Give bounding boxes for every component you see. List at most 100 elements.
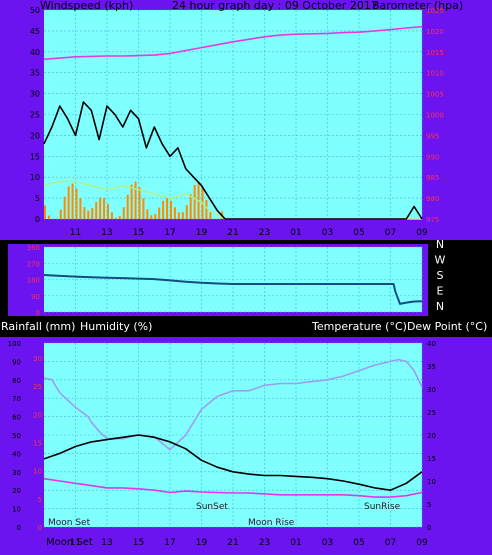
rainfall-bar <box>59 209 62 219</box>
annotation-sunrise: SunRise <box>364 502 401 512</box>
wind-direction-line <box>43 274 423 305</box>
temperature-x-tick-label: 01 <box>290 538 301 548</box>
rainfall-bar <box>114 217 117 219</box>
rainfall-bar <box>99 197 102 219</box>
temperature-tick-label: 0 <box>427 524 431 532</box>
temperature-tick-label: 30 <box>427 386 436 394</box>
temperature-x-tick-label: 17 <box>164 538 175 548</box>
temperature-line <box>43 434 423 492</box>
barometer-tick-label: 975 <box>426 216 439 224</box>
temperature-x-tick-label: 07 <box>385 538 396 548</box>
rainfall-bar <box>71 183 74 219</box>
direction-tick-label: 180 <box>27 277 40 285</box>
rainfall-bar <box>110 212 113 219</box>
windspeed-tick-label: 10 <box>30 173 40 182</box>
barometer-tick-label: 1015 <box>426 49 444 57</box>
annotation-moon-rise: Moon Rise <box>248 518 295 528</box>
barometer-axis-label: Barometer (hpa) <box>372 0 463 12</box>
temperature-x-tick-label: 13 <box>101 538 112 548</box>
humidity-tick-label: 80 <box>12 377 21 385</box>
rainfall-bar <box>150 215 153 219</box>
compass-label: W <box>435 254 446 267</box>
rainfall-bar <box>166 197 169 219</box>
direction-data-layer <box>43 274 423 305</box>
barometer-tick-label: 995 <box>426 132 439 140</box>
wind-x-tick-label: 19 <box>196 228 208 238</box>
humidity-tick-label: 30 <box>12 469 21 477</box>
rainfall-bar <box>91 208 94 219</box>
barometer-tick-label: 990 <box>426 153 439 161</box>
temperature-x-tick-label: 05 <box>353 538 364 548</box>
humidity-line <box>43 358 423 451</box>
rainfall-bar <box>189 194 192 219</box>
rainfall-tick-label: 10 <box>33 468 42 476</box>
rainfall-bar <box>170 200 172 219</box>
humidity-tick-label: 40 <box>12 450 21 458</box>
rainfall-bar <box>130 184 133 219</box>
barometer-tick-label: 1000 <box>426 112 444 120</box>
barometer-tick-label: 1020 <box>426 28 444 36</box>
wind-x-tick-label: 05 <box>353 228 364 238</box>
wind-x-tick-label: 23 <box>259 228 270 238</box>
windspeed-tick-label: 40 <box>30 48 40 57</box>
rainfall-bar <box>95 202 98 219</box>
compass-label: N <box>436 300 444 313</box>
rainfall-bar <box>158 207 161 219</box>
barometer-tick-label: 1010 <box>426 70 444 78</box>
rainfall-tick-label: 5 <box>38 496 42 504</box>
humidity-tick-label: 20 <box>12 487 21 495</box>
barometer-tick-label: 985 <box>426 174 439 182</box>
humidity-tick-label: 50 <box>12 432 21 440</box>
rainfall-bar <box>47 215 50 219</box>
rainfall-bar <box>126 194 129 219</box>
rainfall-bar <box>185 205 188 219</box>
rainfall-tick-label: 20 <box>33 411 42 419</box>
wind-tick-labels: 0510152025303540455097598098599099510001… <box>30 6 444 238</box>
temperature-x-tick-label: 19 <box>196 538 208 548</box>
wind-x-tick-label: 17 <box>164 228 175 238</box>
rainfall-bar <box>193 184 196 219</box>
rainfall-bar <box>83 207 86 219</box>
rainfall-tick-label: 30 <box>33 355 42 363</box>
dew-point-line <box>43 477 423 498</box>
temperature-dewpoint-axis-label: Temperature (°C)Dew Point (°C) <box>311 320 487 333</box>
graph-title: 24 hour graph day : 09 October 2017 <box>172 0 378 12</box>
humidity-tick-label: 0 <box>17 524 21 532</box>
humidity-tick-label: 90 <box>12 358 21 366</box>
wind-average-line <box>43 180 422 220</box>
humidity-tick-label: 70 <box>12 395 21 403</box>
rainfall-bar <box>103 198 106 219</box>
wind-gust-line <box>43 101 423 220</box>
windspeed-tick-label: 25 <box>30 111 40 120</box>
rainfall-bar <box>134 181 137 219</box>
wind-x-tick-label: 07 <box>385 228 396 238</box>
rainfall-bar <box>44 205 46 219</box>
rainfall-bar <box>142 198 145 219</box>
rainfall-bar <box>146 209 149 219</box>
rainfall-bar <box>138 187 141 219</box>
wind-x-tick-label: 13 <box>101 228 112 238</box>
windspeed-tick-label: 15 <box>30 152 40 161</box>
temperature-x-tick-label: 15 <box>133 538 144 548</box>
rainfall-bar <box>162 200 165 219</box>
wind-x-tick-label: 11 <box>70 228 81 238</box>
temperature-tick-labels: 0102030405060708090100051015202530051015… <box>8 340 436 548</box>
temperature-x-tick-label: 09 <box>416 538 428 548</box>
wind-x-tick-label: 21 <box>227 228 238 238</box>
annotation-moon-set: Moon Set <box>48 518 91 528</box>
rainfall-bar <box>205 199 208 219</box>
barometer-tick-label: 1025 <box>426 7 444 15</box>
temperature-x-tick-label: 03 <box>322 538 333 548</box>
temperature-x-tick-label: 11 <box>70 538 81 548</box>
temperature-data-layer <box>43 358 423 498</box>
temperature-x-tick-label: 21 <box>227 538 238 548</box>
temperature-tick-label: 40 <box>427 340 436 348</box>
humidity-tick-label: 10 <box>12 506 21 514</box>
temperature-tick-label: 25 <box>427 409 436 417</box>
barometer-tick-label: 1005 <box>426 91 444 99</box>
rainfall-bar <box>122 207 125 219</box>
direction-tick-label: 90 <box>31 293 40 301</box>
wind-data-layer <box>43 25 423 220</box>
